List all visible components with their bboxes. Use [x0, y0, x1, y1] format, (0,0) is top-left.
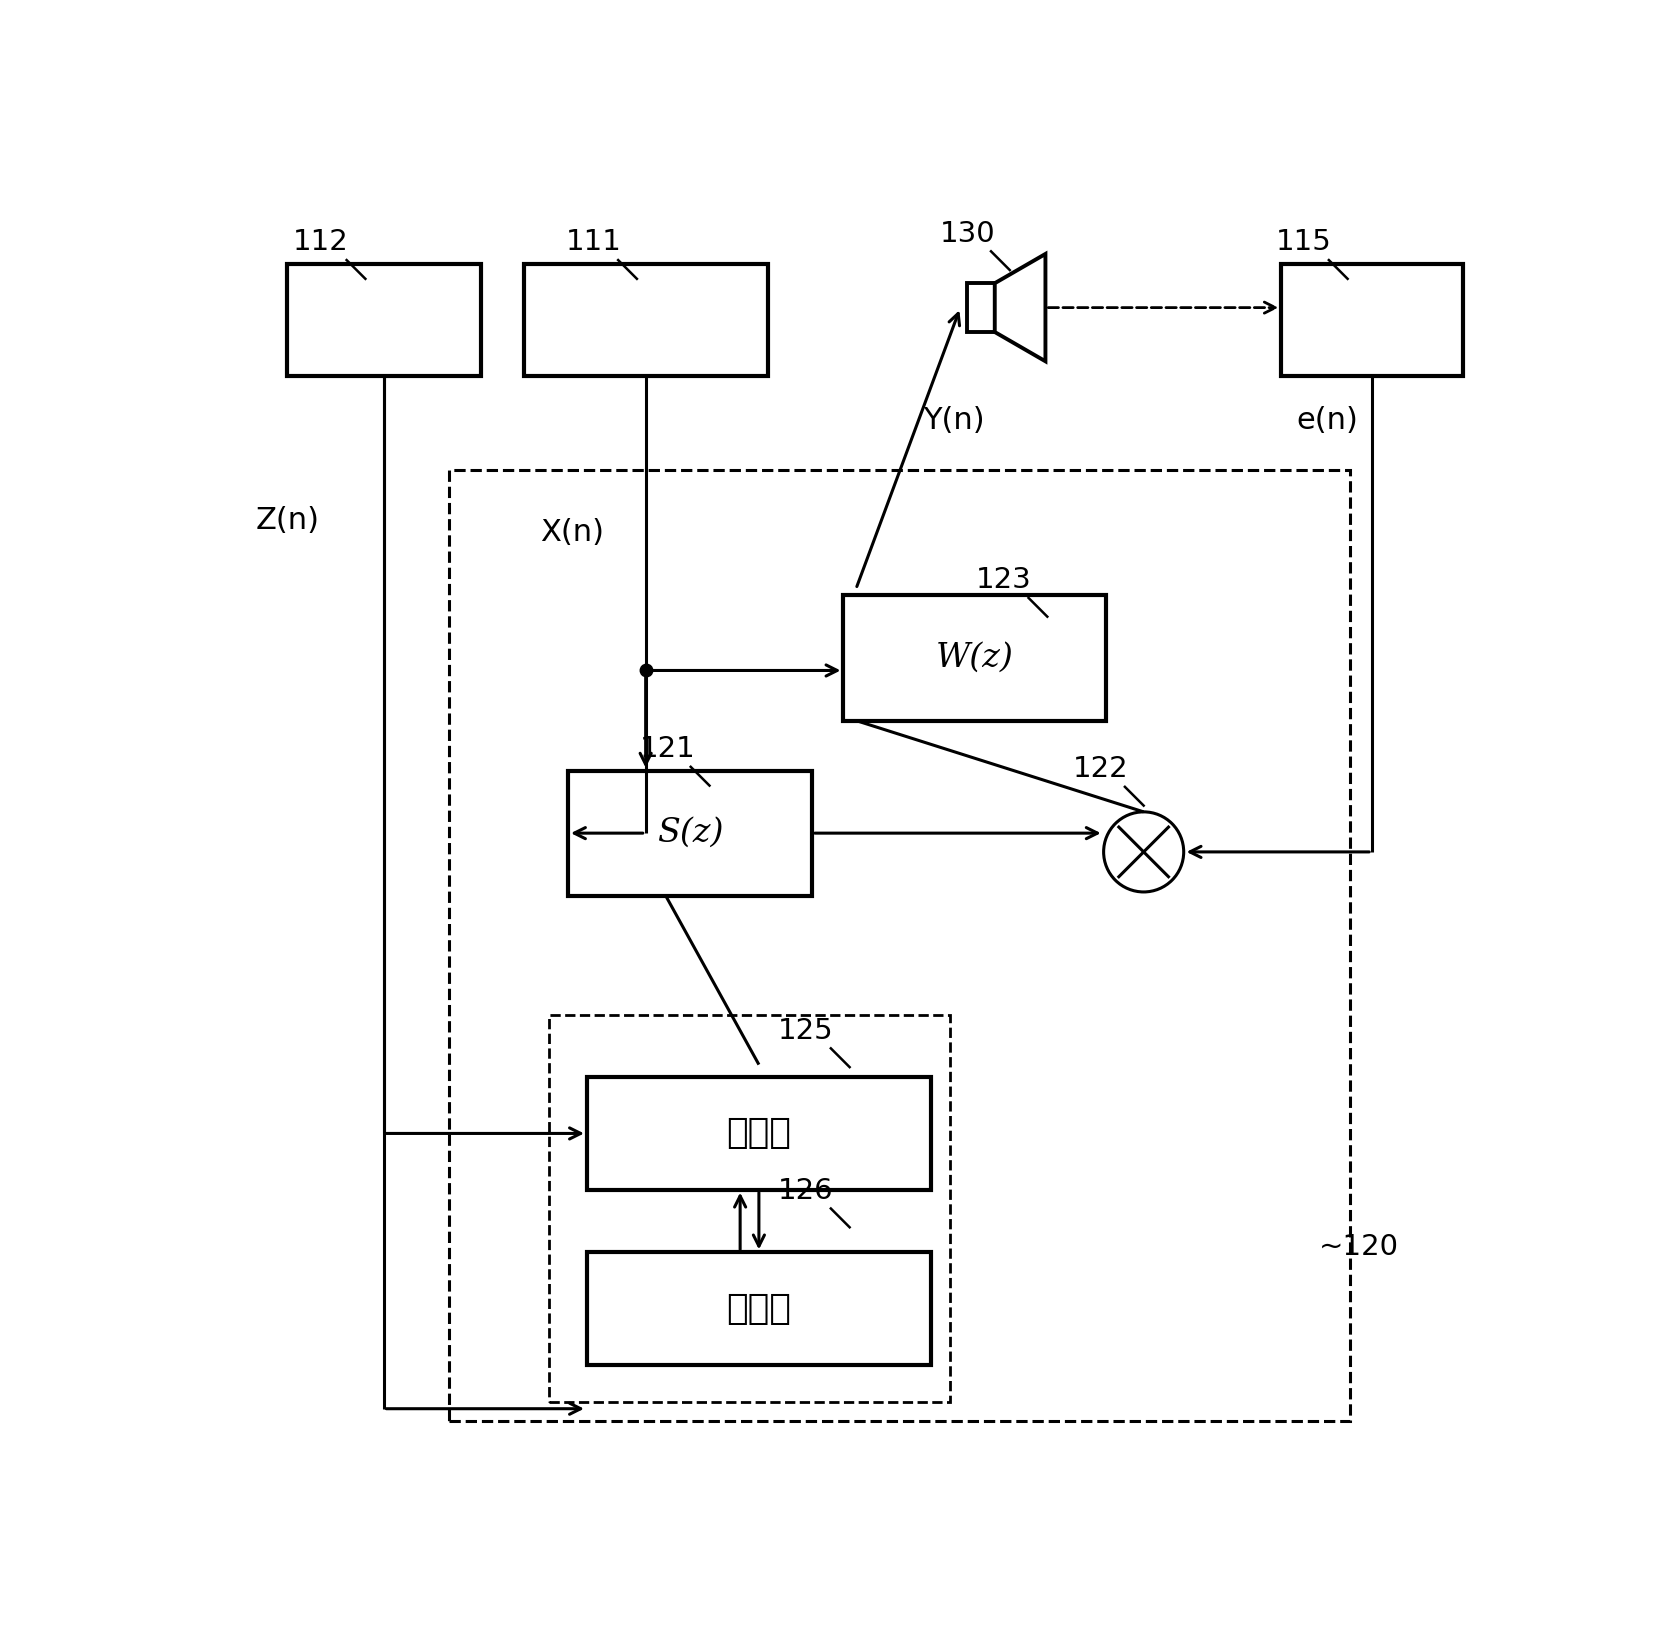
Text: X(n): X(n) — [541, 518, 605, 548]
Bar — [524, 263, 768, 377]
Text: 115: 115 — [1276, 228, 1333, 257]
Text: 存储器: 存储器 — [726, 1292, 792, 1326]
Text: 122: 122 — [1072, 756, 1127, 783]
Text: S(z): S(z) — [656, 817, 723, 850]
Bar — [967, 283, 995, 332]
Text: Z(n): Z(n) — [256, 505, 319, 535]
Bar — [586, 1077, 930, 1190]
Text: W(z): W(z) — [935, 642, 1014, 674]
Bar — [1281, 263, 1463, 377]
Text: Y(n): Y(n) — [924, 406, 985, 436]
Text: 112: 112 — [292, 228, 349, 257]
Bar — [549, 1014, 950, 1402]
Text: 121: 121 — [640, 734, 695, 764]
Bar — [843, 595, 1106, 720]
Text: 130: 130 — [940, 219, 995, 247]
Text: ~120: ~120 — [1319, 1233, 1399, 1261]
Text: 126: 126 — [778, 1176, 833, 1204]
Polygon shape — [995, 254, 1045, 361]
Text: 125: 125 — [778, 1017, 833, 1045]
Bar — [449, 470, 1349, 1422]
Text: 111: 111 — [566, 228, 621, 257]
Bar — [287, 263, 481, 377]
Text: e(n): e(n) — [1296, 406, 1358, 436]
Bar — [568, 770, 812, 895]
Text: 123: 123 — [975, 566, 1032, 595]
Text: 处理器: 处理器 — [726, 1116, 792, 1150]
Bar — [586, 1253, 930, 1365]
